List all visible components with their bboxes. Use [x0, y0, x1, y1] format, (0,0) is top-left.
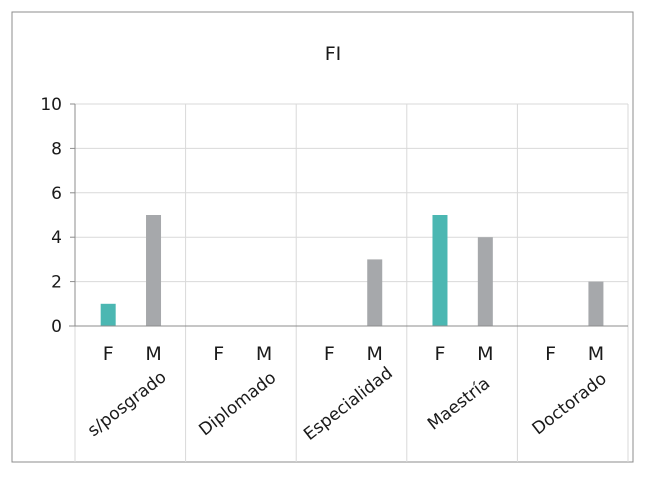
- chart-title: FI: [325, 43, 342, 65]
- x-subcategory-label: M: [145, 343, 161, 365]
- x-subcategory-label: M: [477, 343, 493, 365]
- bar: [477, 237, 493, 326]
- y-tick-label: 2: [51, 273, 62, 293]
- x-subcategory-label: F: [103, 343, 114, 365]
- y-tick-label: 4: [51, 228, 62, 248]
- x-subcategory-label: F: [545, 343, 556, 365]
- y-tick-label: 10: [40, 95, 62, 115]
- axes: [69, 103, 628, 327]
- x-subcategory-label: F: [435, 343, 446, 365]
- x-subcategory-label: F: [324, 343, 335, 365]
- bar: [588, 281, 604, 326]
- x-subcategory-label: M: [588, 343, 604, 365]
- x-subcategory-label: F: [213, 343, 224, 365]
- y-tick-label: 0: [51, 317, 62, 337]
- x-subcategory-label: M: [367, 343, 383, 365]
- bar: [432, 215, 448, 326]
- bar: [367, 259, 383, 326]
- bars: [100, 215, 604, 326]
- bar: [146, 215, 162, 326]
- y-tick-label: 8: [51, 139, 62, 159]
- y-tick-label: 6: [51, 184, 62, 204]
- gridlines: [74, 103, 629, 462]
- x-subcategory-label: M: [256, 343, 272, 365]
- bar: [100, 303, 116, 326]
